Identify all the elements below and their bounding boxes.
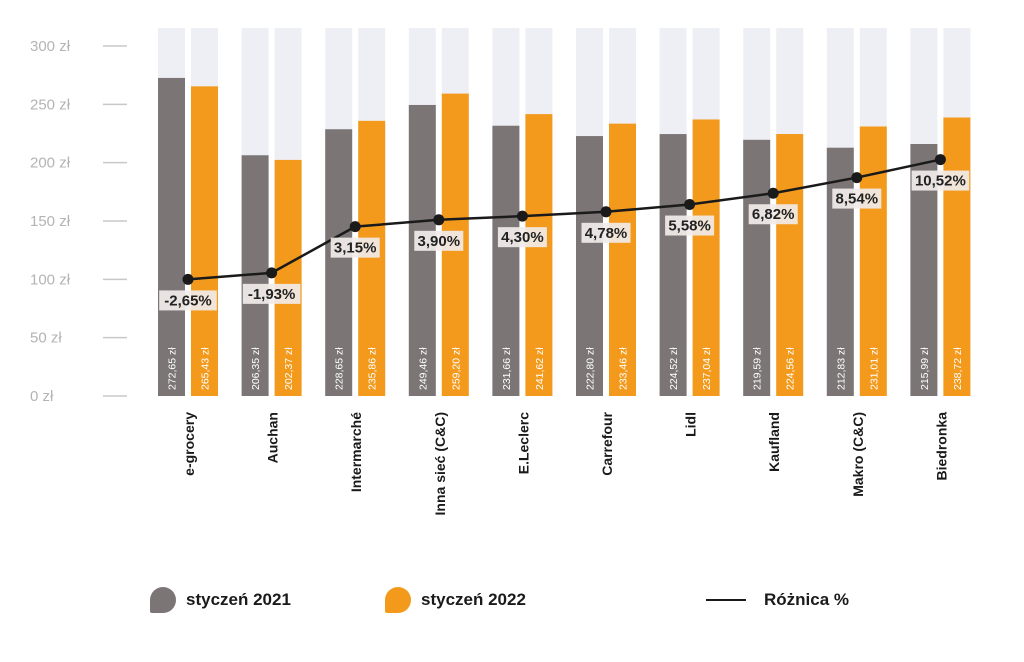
difference-label: -2,65% [164,292,212,309]
difference-label-bg [665,215,715,236]
bar-2022 [943,117,971,396]
bar-value-label-2021: 222,80 zł [585,347,597,390]
bar-value-label-2021: 228,65 zł [334,347,346,390]
difference-point [266,267,278,279]
difference-label-bg [159,290,217,311]
bar-2022 [274,159,302,396]
bar-2021 [325,129,353,396]
bar-value-label-2022: 235,86 zł [367,347,379,390]
bar-2021 [492,125,520,396]
bar-2021 [576,136,603,397]
difference-label: 4,30% [501,229,544,246]
bar-value-label-2022: 238,72 zł [952,347,964,390]
category-label: Biedronka [933,412,949,481]
difference-line-path [187,158,941,281]
bar-2022 [191,86,218,396]
category-label: E.Leclerc [515,412,531,474]
y-tick-label: 200 zł [30,155,71,172]
legend-label-difference: Różnica % [764,590,850,609]
difference-label-bg [497,227,547,248]
difference-label: -1,93% [248,286,296,303]
bar-value-label-2021: 249,46 zł [417,347,429,390]
legend-swatch-2022 [385,587,411,613]
y-tick-label: 50 zł [30,330,62,347]
difference-label-bg [911,170,970,191]
difference-label-bg [581,222,631,243]
difference-point [767,187,779,199]
difference-point [516,210,528,222]
bar-value-label-2022: 233,46 zł [618,347,630,390]
legend-item-2022: styczeń 2022 [385,580,526,620]
bar-value-label-2022: 224,56 zł [785,347,797,390]
category-label: e-grocery [181,412,197,476]
bar-2021 [158,77,185,397]
bar-value-label-2021: 219,59 zł [752,347,764,390]
legend-swatch-2021 [150,587,176,613]
difference-label: 3,15% [334,240,377,257]
y-tick-label: 250 zł [30,96,71,113]
bar-value-labels: 272,65 zł 265,43 zł 206,35 zł 202,37 zł 228,… [167,347,964,390]
difference-point [433,214,445,226]
legend-label-2022: styczeń 2022 [421,590,526,609]
y-tick-label: 150 zł [30,213,71,230]
difference-label: 8,54% [836,191,879,208]
bar-2022 [692,119,720,396]
bar-value-label-2022: 241,62 zł [534,347,546,390]
y-tick-label: 300 zł [30,38,71,55]
y-tick-label: 100 zł [30,271,71,288]
legend-line-difference [706,599,746,601]
difference-point [934,154,946,166]
bar-value-label-2021: 206,35 zł [250,347,262,390]
bar-2022 [525,114,553,397]
difference-label-bg [832,188,882,209]
bar-value-label-2022: 231,01 zł [868,347,880,390]
y-tick-label: 0 zł [30,388,54,405]
legend-item-difference: Różnica % [706,580,849,620]
category-label: Makro (C&C) [850,412,866,497]
difference-label: 6,82% [752,206,795,223]
bar-value-label-2022: 259,20 zł [450,347,462,390]
difference-label: 4,78% [585,225,628,242]
category-label: Intermarché [348,412,364,492]
difference-label-bg [330,237,380,258]
difference-label: 5,58% [668,218,711,235]
bar-value-label-2021: 215,99 zł [919,347,931,390]
bar-2022 [776,134,804,396]
difference-point [600,206,612,218]
bar-value-label-2021: 231,66 zł [501,347,513,390]
difference-point [182,273,194,285]
difference-label-bg [242,283,301,304]
bar-value-label-2022: 265,43 zł [200,347,212,390]
difference-labels: -2,65% -1,93% 3,15% 3,90% 4,30% 4,78% 5,58% 6,8… [159,170,970,311]
category-label: Carrefour [599,411,615,475]
category-label: Inna sieć (C&C) [432,412,448,515]
bar-value-label-2022: 237,04 zł [701,347,713,390]
category-label: Kaufland [766,412,782,472]
x-axis-category-labels: e-grocery Auchan Intermarché Inna sieć (C&C… [181,411,949,515]
bar-value-label-2021: 272,65 zł [167,347,179,390]
bar-2021 [743,139,771,397]
category-label: Auchan [265,412,281,463]
bar-value-label-2022: 202,37 zł [283,347,295,390]
legend-label-2021: styczeń 2021 [186,590,291,609]
difference-label-bg [748,204,798,225]
difference-line [182,154,946,285]
bar-value-label-2021: 212,83 zł [835,347,847,390]
bar-2022 [358,120,386,396]
bar-2022 [609,123,636,396]
difference-point [684,199,696,211]
category-label: Lidl [683,412,699,437]
difference-point [349,221,361,233]
bar-value-label-2021: 224,52 zł [668,347,680,390]
legend: styczeń 2021 styczeń 2022 Różnica % [0,580,1024,620]
difference-point [851,172,863,184]
difference-label-bg [414,230,464,251]
difference-label: 10,52% [915,173,966,190]
difference-label: 3,90% [418,233,461,250]
legend-item-2021: styczeń 2021 [150,580,291,620]
y-axis: 0 zł 50 zł 100 zł 150 zł 200 zł 250 zł 300 zł [30,38,127,405]
bar-2021 [659,134,687,396]
